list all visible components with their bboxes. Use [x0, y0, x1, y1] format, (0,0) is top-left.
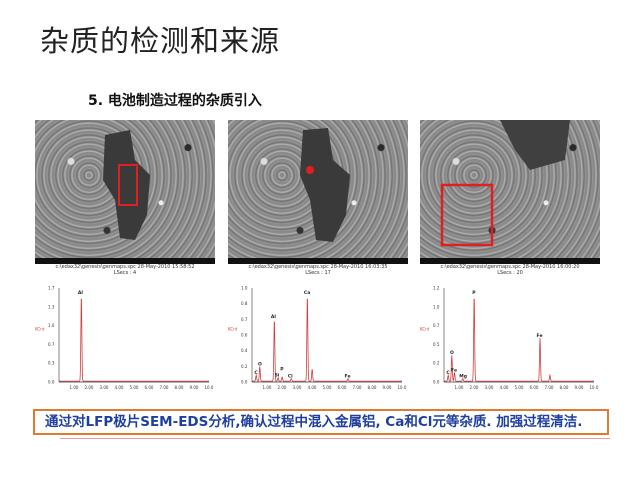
y-tick-label: 1.2 [433, 286, 440, 291]
peak-label-c: C [254, 370, 258, 376]
eds-spectrum: 0.0 0.2 0.5 0.7 1.0 1.2 1.00 2.00 3.00 4.00 5.00 6.… [420, 286, 599, 391]
x-tick-label: 1.00 [70, 385, 79, 390]
x-tick-label: 9.00 [190, 385, 199, 390]
x-tick-label: 4.00 [308, 385, 317, 390]
x-tick-label: 3.00 [485, 385, 494, 390]
spectrum-line [59, 298, 209, 382]
caption-line2: LSecs : 17 [305, 270, 331, 276]
highlight-box [118, 164, 138, 206]
cursor-label: KCnt [35, 326, 45, 331]
y-tick-label: 0.5 [433, 342, 440, 347]
caption-line1: c:\edax32\genesis\genmaps.spc 28-May-201… [248, 264, 388, 270]
x-tick-label: 4.00 [115, 385, 124, 390]
sem-info-bar [228, 258, 408, 264]
y-tick-label: 0.8 [241, 301, 248, 306]
peak-label-o: O [258, 361, 262, 367]
peak-label-al: Al [271, 314, 276, 320]
x-tick-label: 3.00 [100, 385, 109, 390]
x-tick-label: 7.00 [353, 385, 362, 390]
eds-spectrum: 0.0 0.2 0.4 0.6 0.7 0.8 1.0 1.00 2.00 3.00 4.00 5.0… [228, 286, 407, 391]
sem-eds-panel-3: c:\edax32\genesis\genmaps.spc 28-May-201… [420, 120, 600, 396]
sem-info-bar [35, 258, 215, 264]
y-tick-label: 0.0 [48, 380, 55, 385]
y-tick-label: 0.6 [241, 333, 248, 338]
x-tick-label: 8.00 [560, 385, 569, 390]
peak-label-o: O [450, 350, 454, 356]
y-tick-label: 0.7 [48, 342, 55, 347]
sem-image [420, 120, 600, 258]
highlight-box [440, 183, 494, 247]
y-tick-label: 0.2 [433, 361, 440, 366]
x-tick-label: 10.0 [398, 385, 407, 390]
x-tick-label: 10.0 [205, 385, 214, 390]
peak-label-ca: Ca [304, 290, 310, 296]
highlight-spot [306, 166, 314, 174]
cursor-label: KCnt [420, 326, 430, 331]
peak-label-fe: Fe [451, 367, 457, 373]
conclusion-box: 通过对LFP极片SEM-EDS分析,确认过程中混入金属铝, Ca和Cl元等杂质.… [33, 409, 609, 435]
y-tick-label: 0.0 [433, 380, 440, 385]
y-tick-label: 0.3 [48, 361, 55, 366]
spectrum-line [252, 298, 402, 382]
cursor-label: KCnt [228, 326, 238, 331]
x-tick-label: 10.0 [590, 385, 599, 390]
caption-line1: c:\edax32\genesis\genmaps.spc 28-May-201… [55, 264, 195, 270]
x-tick-label: 9.00 [575, 385, 584, 390]
slide-title: 杂质的检测和来源 [40, 24, 281, 58]
peak-label-cl: Cl [288, 373, 293, 379]
y-tick-label: 0.2 [241, 364, 248, 369]
peak-label-p: P [472, 290, 476, 296]
x-tick-label: 6.00 [530, 385, 539, 390]
peak-label-al: Al [78, 290, 83, 296]
y-tick-label: 1.7 [48, 286, 55, 291]
y-tick-label: 0.7 [241, 317, 248, 322]
y-tick-label: 1.0 [241, 286, 248, 291]
caption-line2: LSecs : 20 [497, 270, 523, 276]
sem-image [228, 120, 408, 258]
peak-label-mg: Mg [459, 373, 467, 379]
x-tick-label: 2.00 [85, 385, 94, 390]
peak-label-fe: Fe [345, 373, 351, 379]
sem-eds-panel-1: c:\edax32\genesis\genmaps.spc 28-May-201… [35, 120, 215, 396]
sem-info-bar [420, 258, 600, 264]
y-tick-label: 0.0 [241, 380, 248, 385]
x-tick-label: 2.00 [278, 385, 287, 390]
peak-label-p: P [280, 367, 284, 373]
spectrum-line [444, 298, 594, 382]
x-tick-label: 5.00 [130, 385, 139, 390]
y-tick-label: 1.0 [433, 304, 440, 309]
x-tick-label: 1.00 [263, 385, 272, 390]
peak-label-c: C [446, 370, 450, 376]
x-tick-label: 3.00 [293, 385, 302, 390]
caption-line2: LSecs : 4 [113, 270, 137, 276]
x-tick-label: 7.00 [545, 385, 554, 390]
peak-label-si: Si [275, 373, 280, 379]
section-heading: 5. 电池制造过程的杂质引入 [88, 93, 262, 109]
x-tick-label: 1.00 [455, 385, 464, 390]
y-tick-label: 1.3 [48, 304, 55, 309]
x-tick-label: 2.00 [470, 385, 479, 390]
x-tick-label: 6.00 [338, 385, 347, 390]
sem-image [35, 120, 215, 258]
caption-line1: c:\edax32\genesis\genmaps.spc 28-May-201… [440, 264, 580, 270]
x-tick-label: 9.00 [383, 385, 392, 390]
divider [60, 438, 610, 439]
x-tick-label: 8.00 [368, 385, 377, 390]
x-tick-label: 4.00 [500, 385, 509, 390]
sem-eds-panel-2: c:\edax32\genesis\genmaps.spc 28-May-201… [228, 120, 408, 396]
x-tick-label: 6.00 [145, 385, 154, 390]
eds-spectrum: 0.0 0.3 0.7 1.0 1.3 1.7 1.00 2.00 3.00 4.00 5.00 6.… [35, 286, 214, 391]
y-tick-label: 0.7 [433, 323, 440, 328]
x-tick-label: 5.00 [323, 385, 332, 390]
y-tick-label: 0.4 [241, 348, 248, 353]
x-tick-label: 8.00 [175, 385, 184, 390]
x-tick-label: 7.00 [160, 385, 169, 390]
peak-label-fe: Fe [537, 333, 543, 339]
y-tick-label: 1.0 [48, 323, 55, 328]
x-tick-label: 5.00 [515, 385, 524, 390]
